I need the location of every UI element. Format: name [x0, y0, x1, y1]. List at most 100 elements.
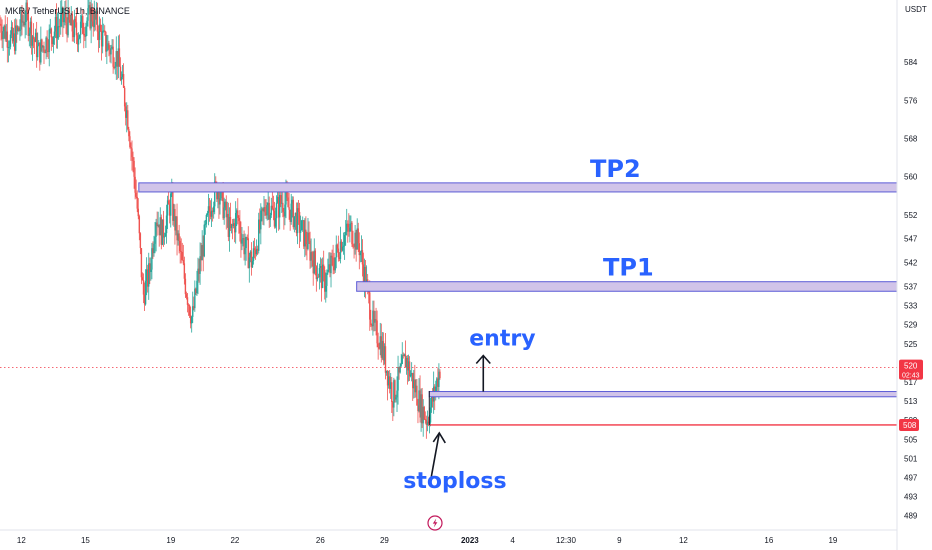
TP1-label: TP1 — [603, 254, 654, 282]
candle-body — [377, 343, 379, 348]
candle-body — [225, 201, 227, 218]
candle-body — [178, 233, 180, 241]
TP1-zone — [356, 281, 898, 292]
candle-body — [382, 341, 385, 361]
candle-body — [429, 407, 432, 423]
candle-body — [156, 222, 158, 226]
candle-body — [341, 246, 344, 251]
candle-body — [35, 32, 38, 58]
y-tick-label: 505 — [904, 435, 918, 444]
candle-body — [354, 232, 356, 247]
candle-body — [139, 233, 142, 249]
candle-body — [239, 220, 241, 234]
candle-body — [258, 219, 260, 251]
candle-body — [140, 248, 143, 278]
candle-body — [200, 256, 202, 261]
candle-body — [203, 224, 205, 257]
x-tick-label: 22 — [230, 536, 239, 545]
x-tick-label: 12 — [679, 536, 688, 545]
candle-body — [166, 200, 169, 216]
candle-body — [242, 238, 244, 240]
candle-body — [63, 17, 65, 23]
candle-body — [180, 251, 182, 252]
candle-body — [227, 213, 230, 237]
candle-body — [435, 386, 437, 395]
lightning-icon[interactable] — [427, 515, 443, 531]
candle-body — [69, 19, 71, 26]
candle-body — [171, 192, 173, 194]
candle-body — [220, 187, 222, 199]
candle-body — [312, 260, 314, 274]
candle-body — [101, 31, 104, 47]
candle-body — [3, 25, 5, 32]
candle-body — [297, 208, 300, 212]
candle-body — [248, 257, 251, 269]
candle-body — [331, 255, 333, 258]
candle-body — [8, 46, 11, 48]
candle-body — [74, 18, 77, 23]
stoploss-arrow-shaft — [430, 432, 441, 478]
candle-body — [307, 232, 309, 249]
candle-body — [28, 33, 31, 36]
candle-body — [26, 2, 28, 13]
candle-body — [379, 336, 381, 349]
candle-body — [104, 30, 106, 32]
y-tick-label: 576 — [904, 96, 918, 105]
candle-body — [381, 341, 384, 358]
candle-body — [6, 31, 9, 48]
candle-body — [9, 34, 12, 47]
candle-body — [270, 205, 273, 216]
y-tick-label: 529 — [904, 321, 918, 330]
candle-body — [195, 288, 197, 294]
candle-body — [111, 46, 113, 49]
candle-body — [226, 213, 229, 218]
candle-body — [222, 188, 224, 219]
candle-body — [285, 192, 287, 205]
candle-body — [193, 306, 195, 309]
candle-body — [369, 292, 371, 320]
candle-body — [78, 34, 81, 39]
candle-body — [100, 30, 103, 47]
candle-body — [240, 233, 242, 244]
candle-body — [406, 357, 409, 371]
candle-body — [22, 21, 24, 23]
candle-body — [355, 232, 357, 250]
candle-body — [286, 192, 288, 198]
candle-body — [114, 66, 116, 68]
candle-body — [300, 220, 303, 231]
candle-body — [85, 26, 87, 37]
stoploss-arrow-head — [432, 431, 446, 444]
candle-body — [217, 189, 219, 200]
candle-body — [247, 238, 249, 269]
candle-body — [118, 48, 121, 67]
candle-body — [363, 266, 366, 284]
candle-body — [342, 245, 345, 247]
candle-body — [168, 204, 171, 216]
candle-body — [55, 17, 58, 39]
candle-body — [388, 376, 391, 389]
candle-body — [197, 268, 199, 281]
current-price-countdown: 02:43 — [902, 373, 920, 380]
candle-body — [394, 380, 396, 400]
x-tick-label: 15 — [81, 536, 90, 545]
candle-body — [405, 357, 408, 368]
candle-body — [320, 265, 323, 288]
candle-body — [73, 18, 76, 38]
candle-body — [143, 294, 146, 305]
candle-body — [107, 43, 109, 50]
candle-body — [396, 390, 398, 398]
candle-body — [117, 48, 120, 67]
y-tick-label: 547 — [904, 235, 918, 244]
candle-body — [356, 228, 358, 250]
candle-body — [395, 397, 397, 400]
candle-body — [152, 248, 154, 254]
candle-body — [189, 315, 192, 324]
candle-body — [378, 347, 380, 349]
candle-body — [436, 378, 438, 387]
candle-body — [349, 223, 351, 232]
candle-body — [287, 197, 289, 208]
candle-body — [206, 212, 209, 216]
candle-body — [269, 215, 271, 220]
